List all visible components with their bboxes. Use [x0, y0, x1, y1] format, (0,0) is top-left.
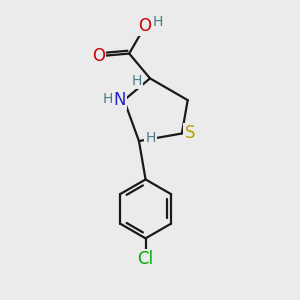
Text: H: H [132, 74, 142, 88]
Text: H: H [146, 131, 156, 145]
Text: Cl: Cl [137, 250, 154, 268]
Text: H: H [103, 92, 113, 106]
Text: H: H [153, 15, 163, 28]
Text: O: O [138, 17, 151, 35]
Text: O: O [92, 47, 105, 65]
Text: S: S [185, 124, 195, 142]
Text: N: N [113, 91, 126, 109]
